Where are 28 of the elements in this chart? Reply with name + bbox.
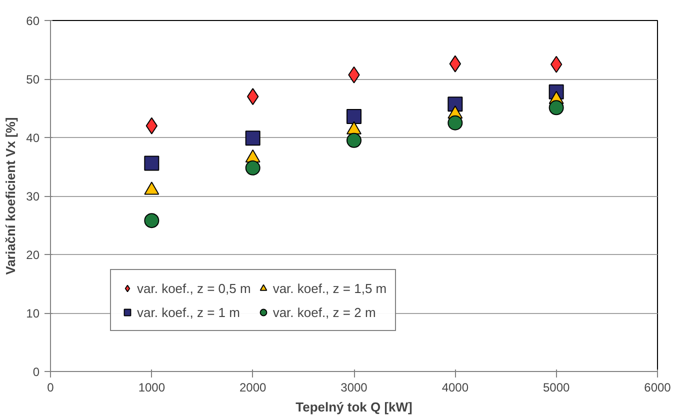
x-tick-label: 0	[47, 380, 54, 394]
point	[144, 213, 160, 228]
y-tick-label: 40	[26, 131, 40, 145]
y-tick-label: 50	[26, 72, 40, 86]
y-axis-title: Variační koeficient Vx [%]	[3, 117, 18, 275]
point	[448, 115, 463, 130]
y-tick-label: 10	[26, 306, 40, 320]
point	[245, 130, 260, 146]
point	[346, 132, 362, 148]
x-axis-title: Tepelný tok Q [kW]	[296, 400, 412, 414]
point	[144, 156, 160, 171]
legend-label: var. koef., z = 1 m	[137, 304, 240, 320]
x-tick-label: 4000	[442, 380, 469, 394]
y-tick-label: 30	[26, 190, 40, 204]
x-tick-label: 2000	[239, 380, 267, 394]
x-tick-label: 6000	[644, 380, 672, 394]
x-tick-label: 3000	[340, 380, 368, 394]
point	[346, 108, 362, 124]
y-tick-label: 60	[26, 14, 40, 28]
x-tick-label: 5000	[542, 380, 570, 394]
point	[245, 160, 260, 176]
legend-label: var. koef., z = 0,5 m	[137, 280, 251, 296]
y-tick-label: 20	[26, 248, 40, 262]
legend-label: var. koef., z = 2 m	[272, 304, 376, 320]
y-tick-label: 0	[32, 365, 40, 379]
point	[548, 100, 564, 116]
x-tick-label: 1000	[138, 380, 166, 394]
legend-label: var. koef., z = 1,5 m	[272, 280, 387, 296]
